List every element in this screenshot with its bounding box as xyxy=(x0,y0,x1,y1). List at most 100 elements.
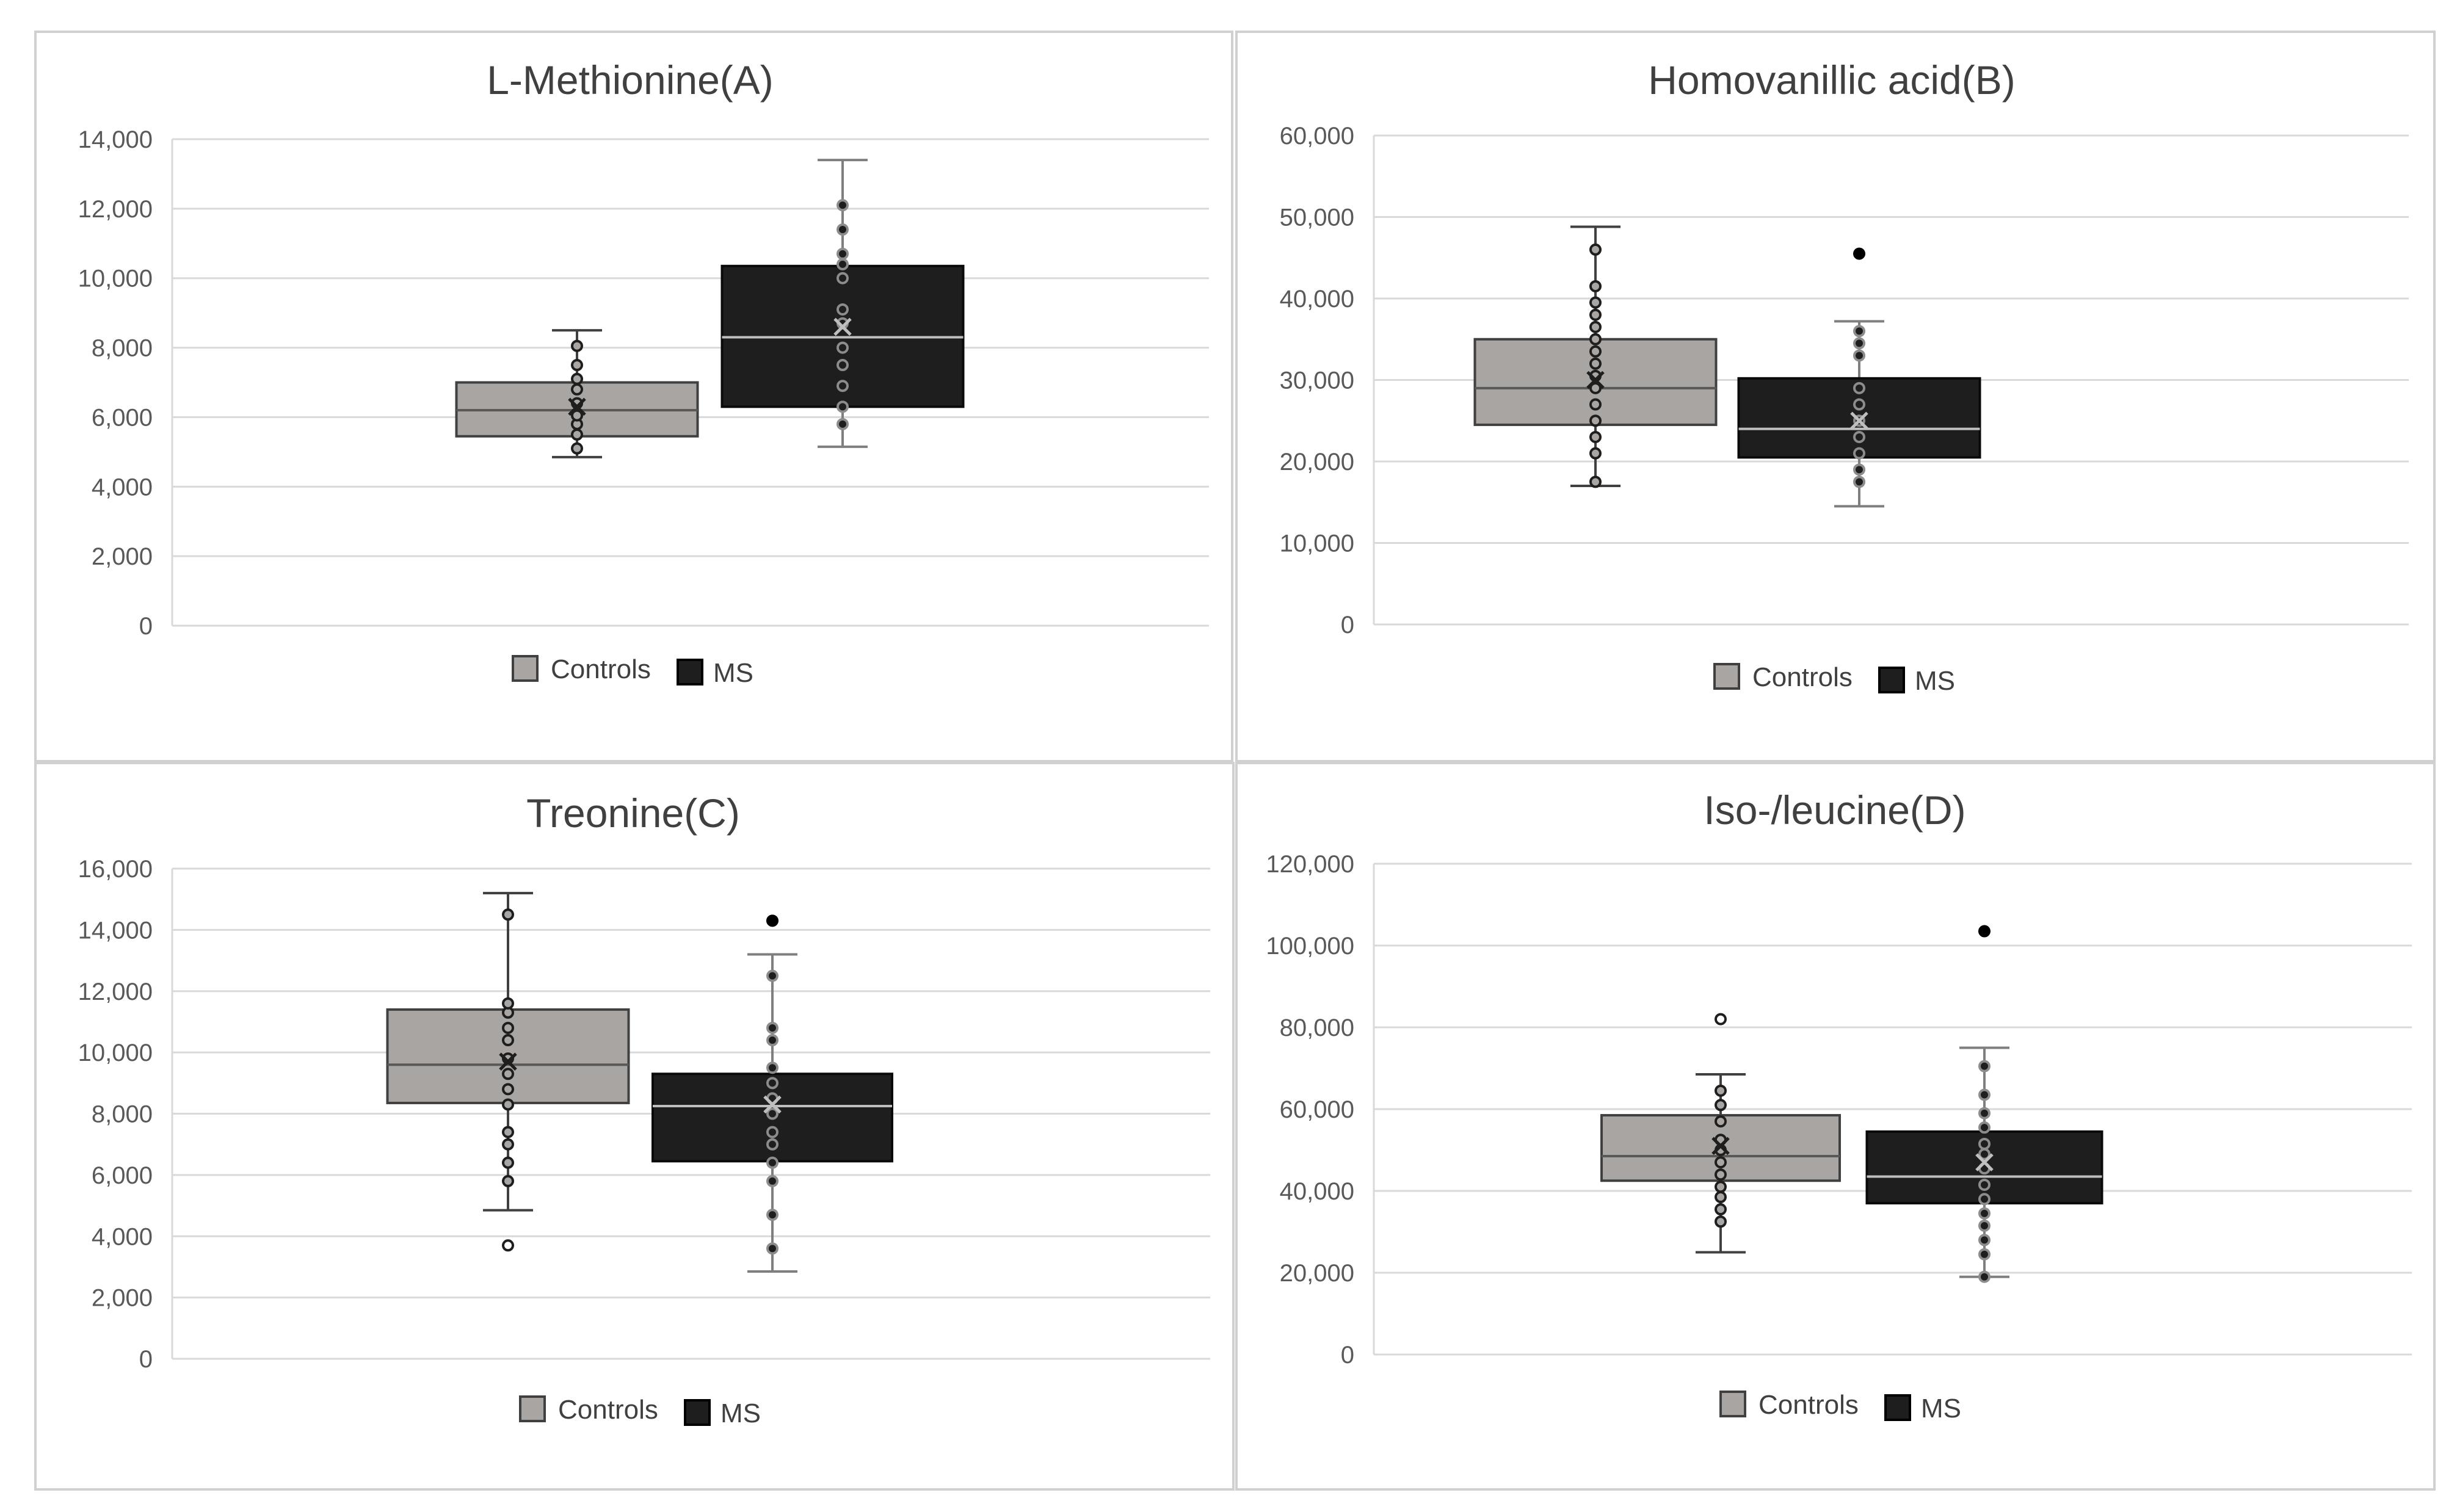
y-tick-label: 60,000 xyxy=(1280,123,1354,150)
data-point xyxy=(1978,1088,1991,1101)
y-tick-label: 4,000 xyxy=(92,1223,153,1250)
data-point xyxy=(766,1021,778,1034)
y-tick-label: 0 xyxy=(1341,1342,1354,1369)
y-tick-label: 8,000 xyxy=(92,1101,153,1128)
data-point xyxy=(1589,333,1602,345)
data-point xyxy=(1853,463,1865,476)
data-point xyxy=(1589,243,1602,256)
panel-border xyxy=(34,762,1235,1491)
data-point xyxy=(502,997,514,1010)
data-point xyxy=(766,1209,778,1221)
legend-label-controls: Controls xyxy=(551,654,651,684)
y-tick-label: 10,000 xyxy=(1280,530,1354,557)
data-point xyxy=(1853,382,1865,394)
data-point xyxy=(1978,1248,1991,1261)
data-point xyxy=(1589,320,1602,333)
box-controls xyxy=(1600,1013,1841,1254)
data-point xyxy=(837,400,849,413)
y-tick-label: 30,000 xyxy=(1280,367,1354,394)
y-tick-label: 40,000 xyxy=(1280,1178,1354,1205)
data-point xyxy=(1715,1168,1727,1181)
y-tick-label: 12,000 xyxy=(78,978,153,1005)
legend-label-controls: Controls xyxy=(558,1395,658,1425)
data-point xyxy=(837,272,849,284)
data-point xyxy=(502,1034,514,1047)
data-point xyxy=(1715,1084,1727,1097)
data-point xyxy=(766,1138,778,1151)
y-tick-label: 0 xyxy=(139,1346,153,1373)
y-tick-label: 0 xyxy=(139,613,153,640)
box-controls xyxy=(386,892,630,1252)
chart-panel-c: 0 2,000 4,000 6,000 8,000 10,000 12,000 14,000 1… xyxy=(34,762,1235,1491)
y-tick-label: 120,000 xyxy=(1266,851,1354,878)
data-point xyxy=(837,359,849,372)
chart-title: L-Methionine(A) xyxy=(487,57,774,103)
data-point xyxy=(571,383,583,396)
chart-panel-a: 0 2,000 4,000 6,000 8,000 10,000 12,000 14,000 L… xyxy=(34,31,1233,762)
data-point xyxy=(1978,1060,1991,1073)
legend-swatch-controls xyxy=(512,655,539,682)
data-point xyxy=(1978,1234,1991,1246)
data-point xyxy=(1589,414,1602,427)
legend-label-ms: MS xyxy=(1921,1394,1961,1423)
y-tick-label: 60,000 xyxy=(1280,1096,1354,1123)
mean-marker xyxy=(763,1095,782,1114)
legend-label-controls: Controls xyxy=(1758,1390,1859,1420)
data-point xyxy=(1978,1193,1991,1206)
chart-panel-d: 0 20,000 40,000 60,000 80,000 100,000 120,000 I… xyxy=(1235,762,2436,1491)
outlier-point xyxy=(766,914,778,927)
mean-marker xyxy=(568,397,586,416)
legend-swatch-ms xyxy=(684,1399,711,1426)
y-tick-label: 12,000 xyxy=(78,196,153,223)
data-point xyxy=(837,303,849,316)
data-point xyxy=(1589,280,1602,292)
data-point xyxy=(766,1034,778,1047)
legend-swatch-controls xyxy=(1719,1391,1746,1417)
data-point xyxy=(1715,1156,1727,1169)
data-point xyxy=(571,339,583,352)
chart-title: Iso-/leucine(D) xyxy=(1704,787,1965,833)
y-tick-label: 20,000 xyxy=(1280,1260,1354,1287)
legend-label-controls: Controls xyxy=(1752,662,1853,692)
data-point xyxy=(837,341,849,354)
data-point xyxy=(837,223,849,236)
mean-marker xyxy=(499,1052,517,1071)
legend-swatch-controls xyxy=(519,1395,546,1422)
legend: Controls MS xyxy=(512,654,753,688)
mean-marker xyxy=(1975,1153,1994,1171)
data-point xyxy=(502,1068,514,1080)
chart-title: Homovanillic acid(B) xyxy=(1648,57,2016,103)
y-tick-label: 20,000 xyxy=(1280,449,1354,476)
data-point xyxy=(1715,1181,1727,1193)
outlier-point xyxy=(1715,1013,1727,1025)
data-point xyxy=(502,1083,514,1096)
legend-swatch-ms xyxy=(1884,1394,1911,1421)
outlier-point xyxy=(502,1239,514,1252)
y-tick-label: 50,000 xyxy=(1280,204,1354,231)
legend-label-ms: MS xyxy=(720,1398,761,1428)
y-tick-label: 14,000 xyxy=(78,126,153,153)
data-point xyxy=(1853,430,1865,443)
data-point xyxy=(1589,398,1602,411)
chart-title: Treonine(C) xyxy=(526,790,740,836)
data-point xyxy=(837,199,849,212)
legend-label-ms: MS xyxy=(713,658,753,688)
data-point xyxy=(571,372,583,385)
data-point xyxy=(837,247,849,260)
legend: Controls MS xyxy=(1713,662,1955,696)
data-point xyxy=(571,409,583,422)
data-point xyxy=(837,380,849,392)
y-tick-label: 0 xyxy=(1341,612,1354,638)
data-point xyxy=(1853,476,1865,488)
mean-marker xyxy=(1850,411,1868,430)
legend-swatch-controls xyxy=(1713,663,1740,690)
box-ms xyxy=(720,159,965,448)
data-point xyxy=(571,442,583,455)
data-point xyxy=(766,1174,778,1187)
y-tick-label: 6,000 xyxy=(92,404,153,431)
outlier-point xyxy=(1978,925,1991,938)
y-tick-label: 16,000 xyxy=(78,856,153,883)
data-point xyxy=(502,1156,514,1169)
data-point xyxy=(1978,1178,1991,1191)
